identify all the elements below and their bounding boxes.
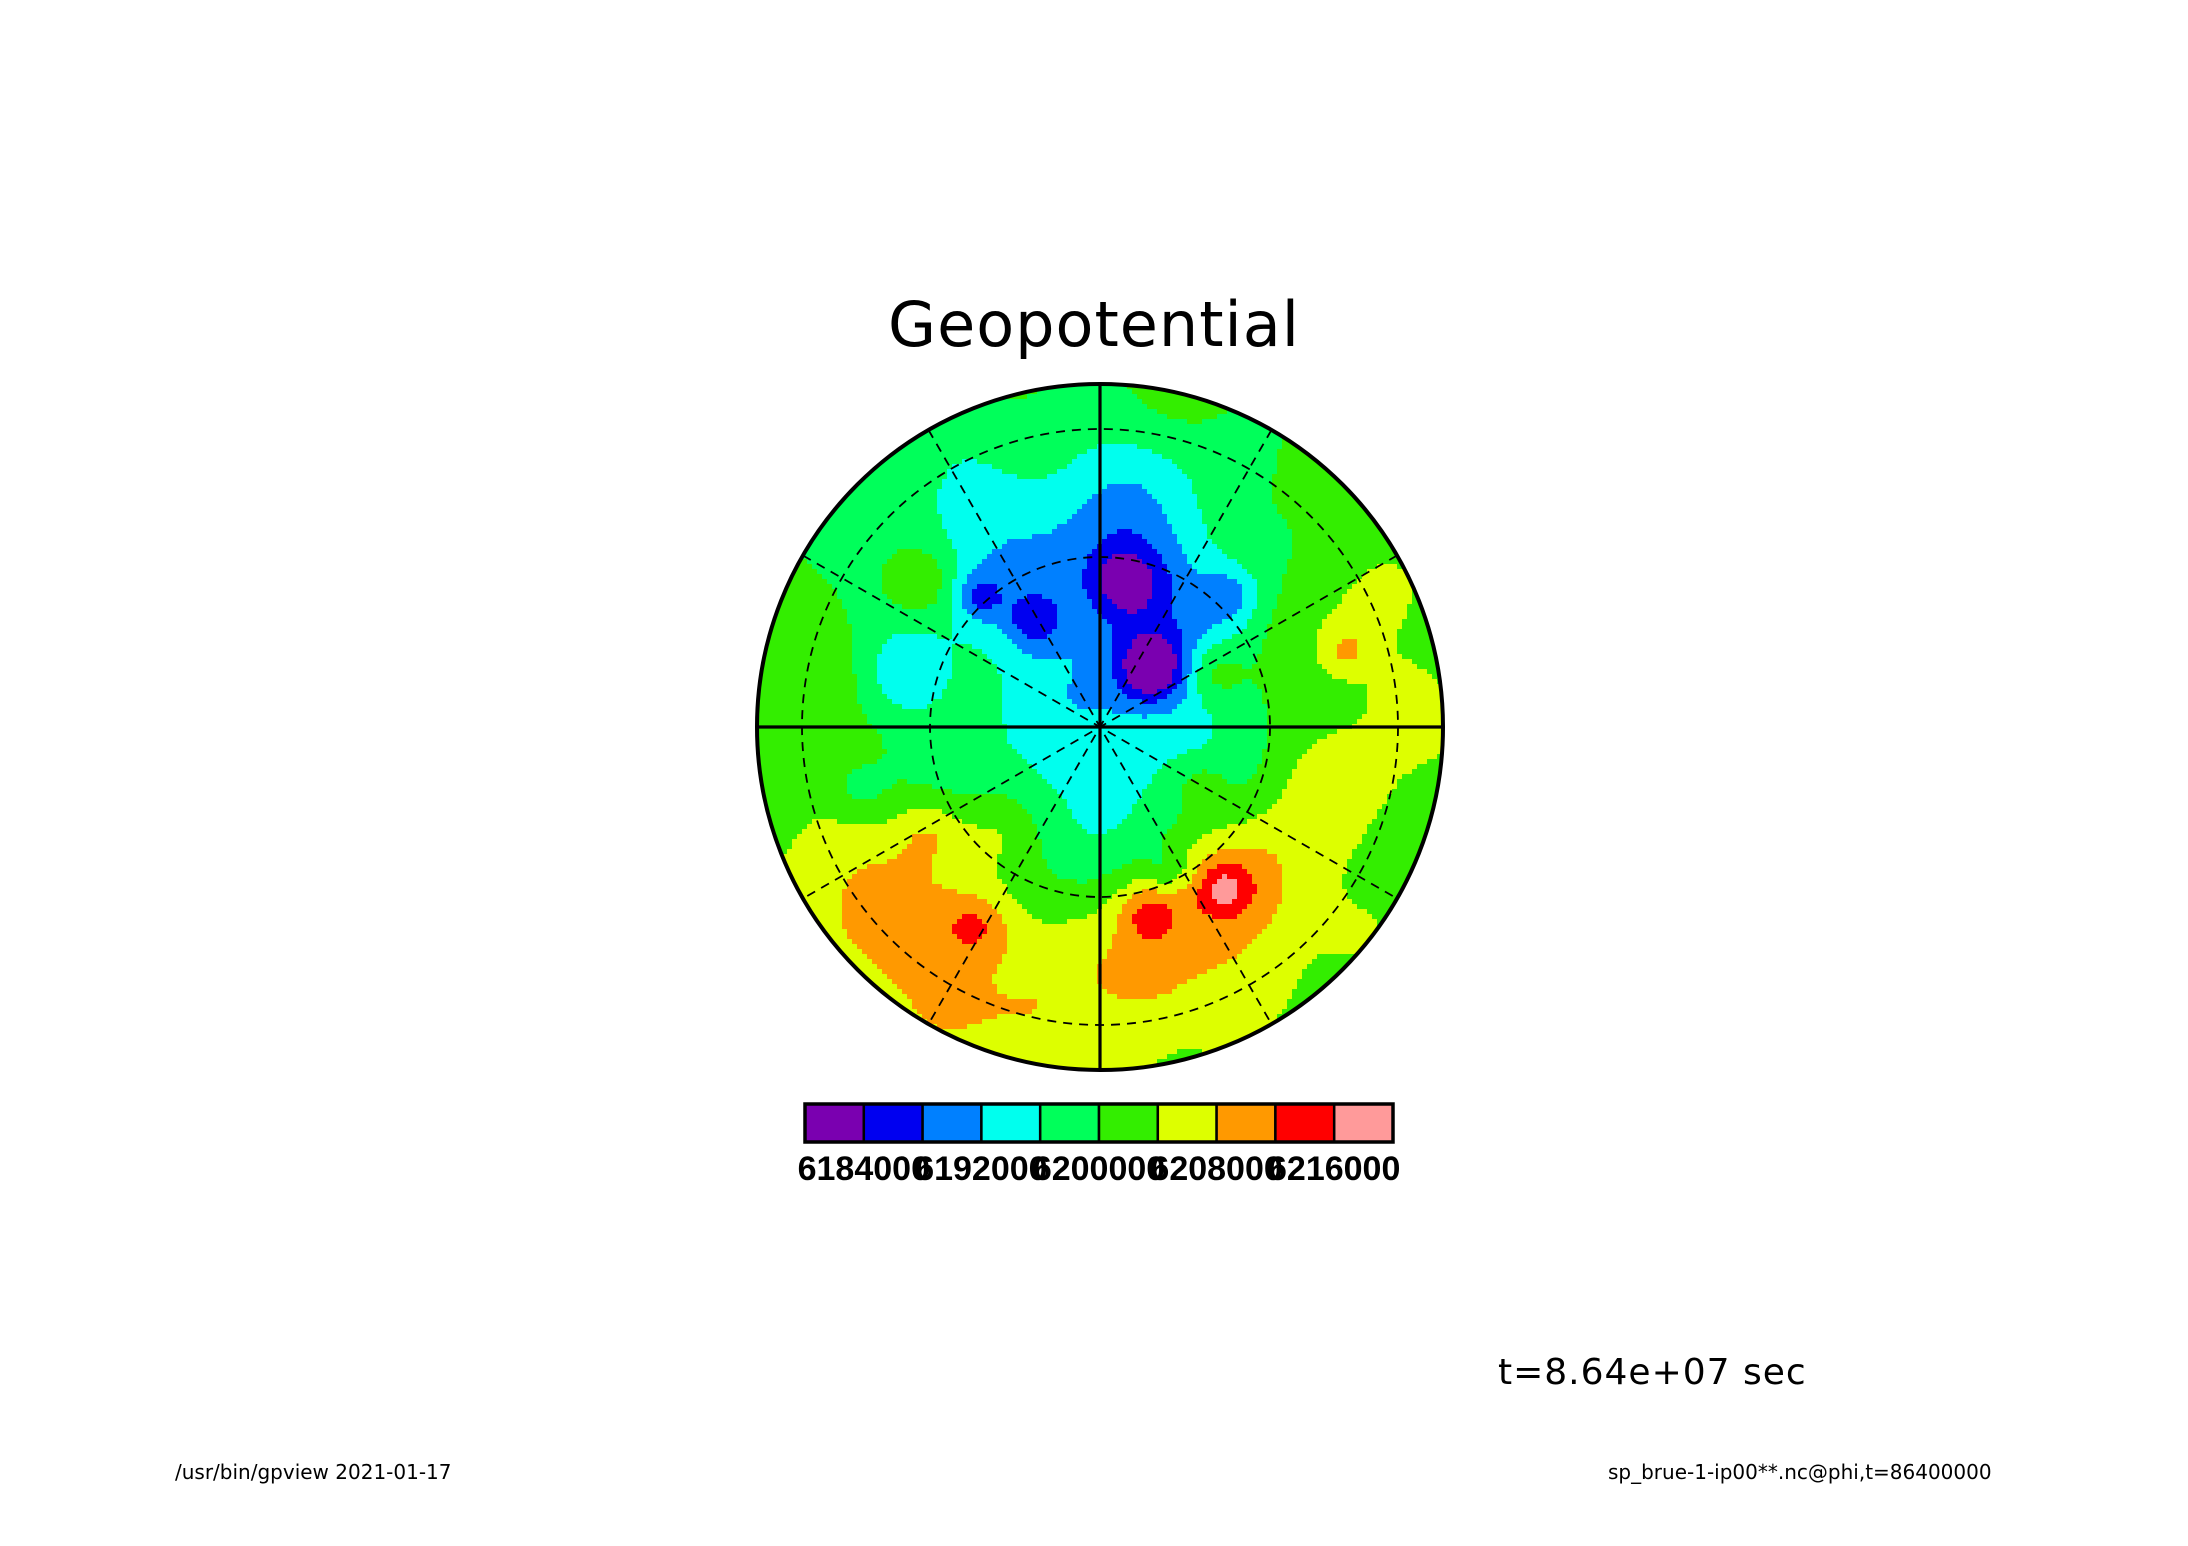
- grid-latitude-circle: [801, 428, 1399, 1026]
- footer-program-date: /usr/bin/gpview 2021-01-17: [175, 1460, 452, 1484]
- colorbar-tick-label: 6200000: [1032, 1150, 1166, 1188]
- colorbar-swatch: [1332, 1102, 1395, 1144]
- colorbar-swatch: [803, 1102, 866, 1144]
- map-boundary: [755, 382, 1445, 1072]
- map-grid: [757, 384, 1443, 1070]
- colorbar-swatch: [862, 1102, 924, 1144]
- chart-title: Geopotential: [888, 288, 1300, 361]
- colorbar-swatch: [1215, 1102, 1277, 1144]
- colorbar-tick-label: 6208000: [1150, 1150, 1283, 1188]
- footer-source: sp_brue-1-ip00**.nc@phi,t=86400000: [1608, 1460, 1992, 1484]
- colorbar-tick-label: 6216000: [1268, 1150, 1401, 1188]
- colorbar-swatch: [1097, 1102, 1160, 1144]
- colorbar-tick-label: 6192000: [915, 1150, 1048, 1188]
- colorbar-tick-label: 6184000: [797, 1150, 930, 1188]
- colorbar-swatch: [980, 1102, 1042, 1144]
- colorbar-swatch: [921, 1102, 983, 1144]
- colorbar-swatch: [1274, 1102, 1336, 1144]
- grid-meridian-dashed: [802, 554, 1398, 900]
- colorbar-swatch: [1038, 1102, 1101, 1144]
- colorbar-swatch: [1156, 1102, 1218, 1144]
- time-annotation: t=8.64e+07 sec: [1498, 1352, 1807, 1393]
- colorbar-frame: [803, 1102, 1395, 1144]
- grid-latitude-circle: [929, 556, 1271, 898]
